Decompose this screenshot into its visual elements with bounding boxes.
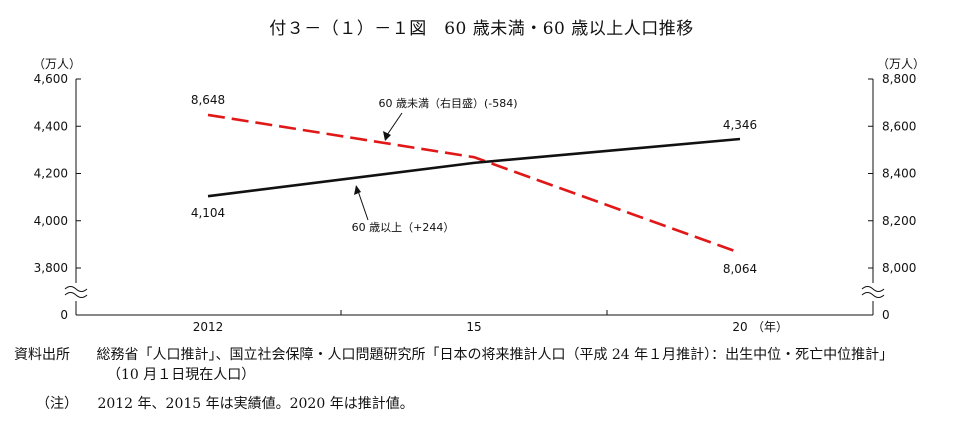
chart-area: 4,600 4,400 4,200 4,000 3,800 0 8,800 8,600 8,40… (33, 57, 925, 334)
data-label-60-plus-2012: 4,104 (191, 206, 225, 220)
chart-title: 付３－（１）－１図 60 歳未満・60 歳以上人口推移 (269, 19, 694, 39)
data-label-under-60-2012: 8,648 (191, 93, 225, 107)
source-text-line1: 総務省「人口推計」、国立社会保障・人口問題研究所「日本の将来推計人口（平成 24… (96, 347, 894, 363)
y-right-tick-label: 0 (882, 308, 890, 322)
y-left-tick-label: 4,200 (34, 167, 68, 181)
series-line-60-plus (207, 137, 741, 198)
labels-layer: 4,600 4,400 4,200 4,000 3,800 0 8,800 8,600 8,40… (33, 57, 925, 334)
y-right-tick-label: 8,200 (882, 214, 916, 228)
data-label-60-plus-2020: 4,346 (723, 118, 757, 132)
y-left-tick-label: 4,400 (34, 119, 68, 133)
y-right-tick-label: 8,000 (882, 261, 916, 275)
y-left-tick-label: 4,000 (34, 214, 68, 228)
source-text-line2: （10 月１日現在人口） (107, 367, 256, 383)
annotation-60-plus: 60 歳以上（+244） (352, 221, 455, 234)
x-tick-label: 20 (732, 320, 747, 334)
series-line-under-60 (207, 113, 741, 255)
axes (64, 78, 885, 316)
y-left-tick-label: 3,800 (34, 261, 68, 275)
y-right-unit: （万人） (877, 57, 925, 71)
annotation-arrow-60-plus (356, 187, 369, 221)
data-label-under-60-2020: 8,064 (723, 262, 757, 276)
y-left-tick-label: 0 (60, 308, 68, 322)
note-text: 2012 年、2015 年は実績値。2020 年は推計値。 (97, 396, 414, 412)
annotation-arrowhead-under-60 (383, 131, 391, 141)
annotation-arrowhead-60-plus (354, 185, 361, 195)
y-right-tick-label: 8,600 (882, 119, 916, 133)
x-tick-label: 2012 (193, 320, 224, 334)
y-left-unit: （万人） (33, 57, 81, 71)
axis-break-mark-left (64, 286, 88, 298)
note-label: （注） (36, 396, 78, 412)
y-left-tick-label: 4,600 (34, 72, 68, 86)
source-label: 資料出所 (14, 347, 70, 363)
series-layer (207, 113, 741, 255)
x-tick-label: 15 (466, 320, 481, 334)
y-right-tick-label: 8,800 (882, 72, 916, 86)
axis-break-mark-right (861, 286, 885, 298)
annotation-under-60: 60 歳未満（右目盛）(-584) (378, 96, 517, 110)
x-unit: （年） (752, 320, 788, 334)
footnote: （注） 2012 年、2015 年は実績値。2020 年は推計値。 (14, 393, 414, 413)
source-note: 資料出所 総務省「人口推計」、国立社会保障・人口問題研究所「日本の将来推計人口（… (14, 345, 959, 385)
y-right-tick-label: 8,400 (882, 167, 916, 181)
